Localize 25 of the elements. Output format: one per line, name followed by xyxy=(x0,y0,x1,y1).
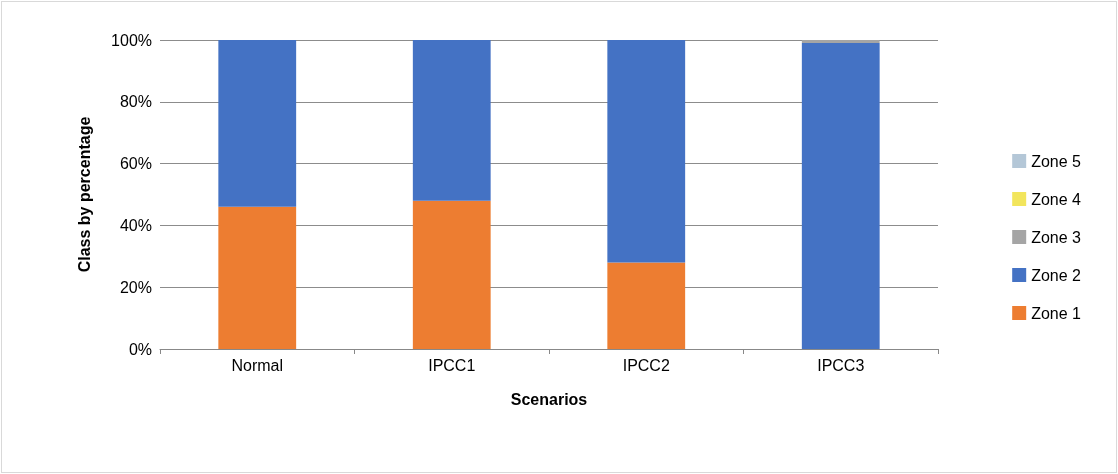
x-tick-label: IPCC2 xyxy=(622,356,670,374)
y-tick-label: 20% xyxy=(119,278,152,296)
bar xyxy=(801,43,880,349)
x-tick-label: IPCC3 xyxy=(817,356,865,374)
legend-label: Zone 3 xyxy=(1031,228,1082,246)
y-tick-label: 80% xyxy=(119,93,152,111)
bar xyxy=(218,206,297,349)
x-axis-title: Scenarios xyxy=(510,390,588,408)
legend-label: Zone 2 xyxy=(1031,266,1082,284)
legend-label: Zone 5 xyxy=(1031,152,1082,170)
y-tick-label: 60% xyxy=(119,155,152,173)
x-tick-label: Normal xyxy=(231,356,284,374)
legend-label: Zone 4 xyxy=(1031,190,1082,208)
bar xyxy=(412,200,491,349)
bar xyxy=(218,40,297,207)
y-tick-label: 40% xyxy=(119,216,152,234)
bar xyxy=(801,40,880,44)
legend-label: Zone 1 xyxy=(1031,304,1082,322)
y-tick-label: 0% xyxy=(128,340,152,358)
y-axis-title: Class by percentage xyxy=(75,116,93,273)
bar xyxy=(607,262,686,349)
y-tick-label: 100% xyxy=(111,31,152,49)
x-tick-label: IPCC1 xyxy=(428,356,476,374)
bar xyxy=(607,40,686,263)
bar xyxy=(412,40,491,201)
